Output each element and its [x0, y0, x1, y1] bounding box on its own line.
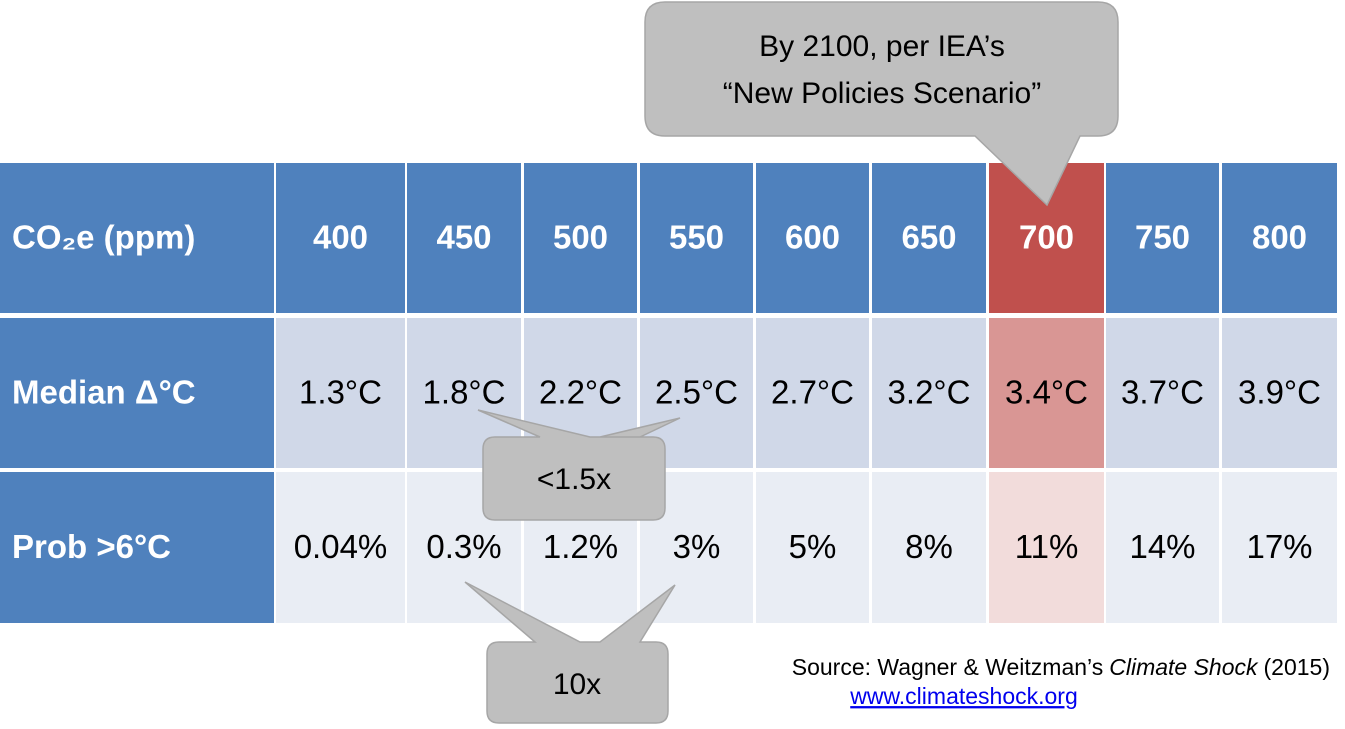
table-cell — [524, 163, 637, 313]
table-cell — [872, 318, 986, 468]
table-cell — [1222, 472, 1337, 623]
source: Source: Wagner & Weitzman’s Climate Shock… — [792, 654, 1330, 680]
table-cell — [872, 163, 986, 313]
cell-text: 800 — [1252, 219, 1307, 256]
cell-text: 3.7°C — [1121, 374, 1204, 411]
cell-text: 500 — [553, 219, 608, 256]
cell-text: 550 — [669, 219, 724, 256]
table-cell — [276, 318, 405, 468]
cell-text: 17% — [1246, 528, 1312, 565]
cell-text: 0.3% — [426, 528, 501, 565]
source-link[interactable]: www.climateshock.org — [849, 683, 1078, 709]
table-cell — [1222, 163, 1337, 313]
table-cell — [276, 472, 405, 623]
callout-text: <1.5x — [537, 463, 611, 496]
callout-text: By 2100, per IEA’s — [759, 30, 1005, 63]
table-cell — [989, 318, 1104, 468]
cell-text: 0.04% — [294, 528, 388, 565]
callout-bubble — [477, 409, 681, 521]
cell-text: 400 — [313, 219, 368, 256]
cell-text: 2.7°C — [771, 374, 854, 411]
callout-bubble — [464, 581, 676, 724]
cell-text: 11% — [1015, 528, 1079, 565]
table-cell — [640, 163, 753, 313]
cell-text: 3.9°C — [1238, 374, 1321, 411]
table-cell — [756, 472, 869, 623]
row-label: Median Δ°C — [12, 374, 196, 411]
cell-text: 750 — [1135, 219, 1190, 256]
cell-text: 3% — [673, 528, 721, 565]
cell-text: 2.5°C — [655, 374, 738, 411]
source-title: Climate Shock — [1109, 654, 1259, 680]
cell-text: 5% — [789, 528, 837, 565]
table-cell — [1106, 163, 1219, 313]
row-label: CO₂e (ppm) — [12, 219, 195, 256]
cell-text: 450 — [436, 219, 491, 256]
cell-text: 3.4°C — [1005, 374, 1088, 411]
table: CO₂e (ppm) 400 450 500 550 600 650 700 750 800 Med… — [0, 163, 1337, 623]
table-cell — [756, 163, 869, 313]
table-cell — [276, 163, 405, 313]
cell-text: 650 — [901, 219, 956, 256]
table-cell — [0, 472, 274, 623]
table-cell — [407, 163, 521, 313]
callout-text: 10x — [553, 668, 601, 701]
cell-text: 700 — [1019, 219, 1074, 256]
table-cell — [0, 163, 274, 313]
table-cell — [872, 472, 986, 623]
source-year: (2015) — [1264, 654, 1330, 680]
cell-text: 2.2°C — [539, 374, 622, 411]
table-cell — [1106, 472, 1219, 623]
callout-bubble — [644, 1, 1119, 207]
cell-text: 1.8°C — [423, 374, 506, 411]
table-cell — [989, 472, 1104, 623]
callout-text: “New Policies Scenario” — [723, 77, 1041, 110]
table-cell — [1106, 318, 1219, 468]
cell-text: 1.3°C — [299, 374, 382, 411]
cell-text: 600 — [785, 219, 840, 256]
table-cell — [756, 318, 869, 468]
cell-text: 14% — [1129, 528, 1195, 565]
table-cell — [0, 318, 274, 468]
cell-text: 8% — [905, 528, 953, 565]
cell-text: 3.2°C — [888, 374, 971, 411]
cell-text: 1.2% — [543, 528, 618, 565]
source-prefix: Source: Wagner & Weitzman’s — [792, 654, 1103, 680]
table-cell — [1222, 318, 1337, 468]
row-label: Prob >6°C — [12, 528, 171, 565]
